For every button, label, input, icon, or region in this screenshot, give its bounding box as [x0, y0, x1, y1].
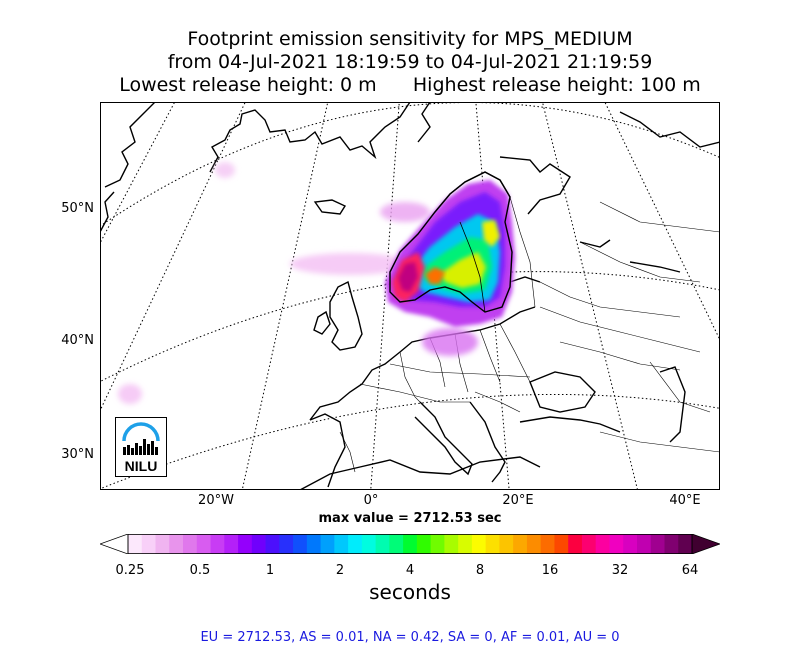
title-line-1: Footprint emission sensitivity for MPS_M…	[187, 28, 633, 50]
colorbar-cell	[265, 534, 280, 554]
colorbar-tick-label: 0.5	[189, 563, 211, 578]
colorbar-cell	[306, 534, 321, 554]
lat-label-50n: 50°N	[61, 201, 94, 216]
colorbar-cell	[155, 534, 170, 554]
colorbar-cell	[554, 534, 569, 554]
colorbar-cell	[403, 534, 418, 554]
colorbar-cell	[279, 534, 294, 554]
colorbar-cell	[128, 534, 143, 554]
colorbar-cell	[375, 534, 390, 554]
colorbar-cell	[430, 534, 445, 554]
colorbar-cell	[568, 534, 583, 554]
colorbar-cell	[361, 534, 377, 554]
colorbar-cell	[444, 534, 459, 554]
title-line-3: Lowest release height: 0 m Highest relea…	[119, 74, 701, 96]
colorbar-cell	[196, 534, 211, 554]
colorbar-cell	[251, 534, 266, 554]
map-panel	[100, 102, 720, 490]
lat-label-40n: 40°N	[61, 333, 94, 348]
colorbar-tick-label: 0.25	[115, 563, 145, 578]
colorbar-tick-label: 2	[335, 563, 345, 578]
lat-label-30n: 30°N	[61, 447, 94, 462]
lon-label-0: 0°	[363, 493, 379, 508]
colorbar-tick-label: 16	[541, 563, 559, 578]
colorbar	[100, 534, 720, 554]
lon-label-20e: 20°E	[502, 493, 534, 508]
colorbar-cell	[650, 534, 665, 554]
colorbar-tick-label: 64	[681, 563, 699, 578]
colorbar-cell	[416, 534, 432, 554]
colorbar-cell	[334, 534, 349, 554]
lon-label-40e: 40°E	[669, 493, 701, 508]
colorbar-cell	[678, 534, 693, 554]
map-border	[100, 102, 720, 490]
colorbar-cell	[238, 534, 253, 554]
country-borders	[339, 196, 720, 473]
colorbar-under-arrow	[100, 534, 129, 554]
colorbar-cell	[595, 534, 610, 554]
colorbar-cell	[513, 534, 528, 554]
colorbar-cell	[636, 534, 652, 554]
colorbar-cell	[540, 534, 555, 554]
colorbar-tick-label: 8	[475, 563, 485, 578]
colorbar-cell	[458, 534, 473, 554]
max-value-label: max value = 2712.53 sec	[318, 511, 502, 526]
colorbar-cell	[485, 534, 500, 554]
colorbar-title: seconds	[369, 580, 451, 604]
colorbar-cell	[169, 534, 184, 554]
colorbar-cell	[499, 534, 514, 554]
colorbar-cell	[623, 534, 638, 554]
region-stats: EU = 2712.53, AS = 0.01, NA = 0.42, SA =…	[200, 630, 620, 645]
sensitivity-plume	[118, 162, 515, 404]
colorbar-cell	[224, 534, 239, 554]
lon-label-20w: 20°W	[198, 493, 234, 508]
colorbar-cell	[609, 534, 624, 554]
nilu-logo-text: NILU	[125, 458, 158, 474]
colorbar-cell	[293, 534, 308, 554]
nilu-logo: NILU	[115, 417, 167, 477]
colorbar-cell	[664, 534, 679, 554]
colorbar-cell	[581, 534, 597, 554]
colorbar-cell	[141, 534, 156, 554]
title-block: Footprint emission sensitivity for MPS_M…	[0, 28, 800, 97]
colorbar-cell	[348, 534, 363, 554]
colorbar-tick-label: 1	[265, 563, 275, 578]
graticule	[100, 102, 720, 490]
colorbar-cell	[389, 534, 404, 554]
colorbar-tick-label: 32	[611, 563, 629, 578]
colorbar-cell	[320, 534, 335, 554]
colorbar-cell	[526, 534, 542, 554]
title-line-2: from 04-Jul-2021 18:19:59 to 04-Jul-2021…	[167, 51, 653, 73]
scandinavia-outline	[389, 171, 513, 313]
colorbar-cell	[210, 534, 225, 554]
colorbar-over-arrow	[691, 534, 720, 554]
colorbar-cell	[183, 534, 198, 554]
colorbar-tick-label: 4	[405, 563, 415, 578]
colorbar-cell	[471, 534, 487, 554]
